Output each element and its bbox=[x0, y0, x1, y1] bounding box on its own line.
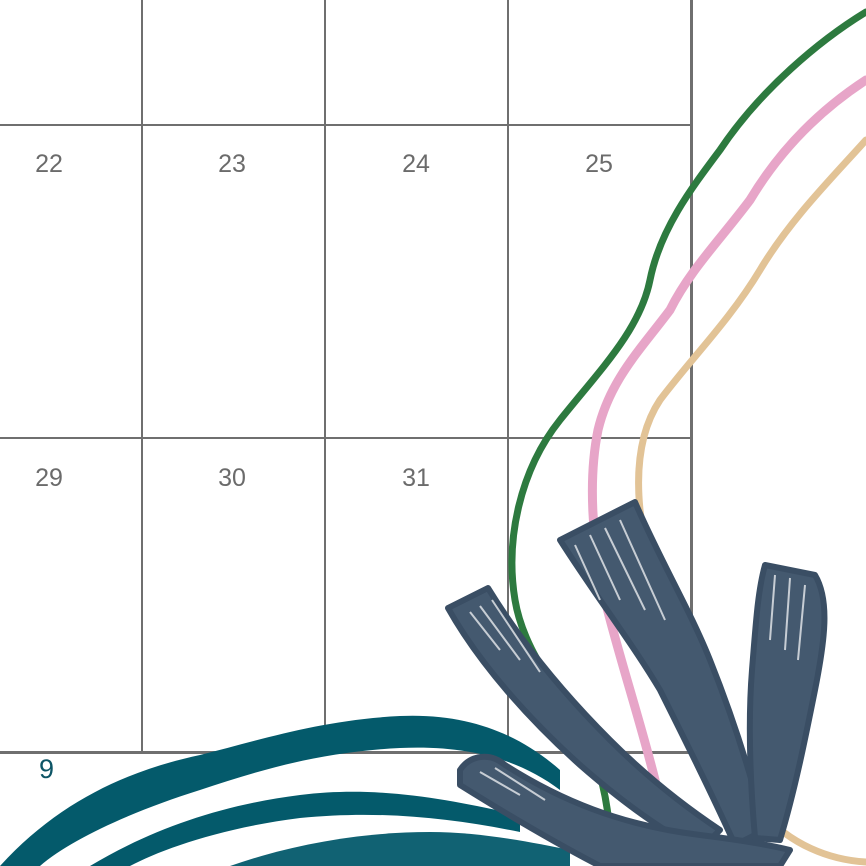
day-cell-number: 29 bbox=[35, 464, 63, 492]
day-cell-number: 25 bbox=[585, 150, 613, 178]
pink-stem-icon bbox=[587, 75, 866, 866]
petal-hatching-icon bbox=[469, 519, 806, 801]
day-cell-number: 23 bbox=[218, 150, 246, 178]
grid-line bbox=[0, 437, 692, 439]
grid-line bbox=[324, 0, 326, 752]
page-number: 9 bbox=[39, 754, 55, 784]
grid-line bbox=[141, 0, 143, 752]
teal-leaves-icon bbox=[0, 715, 570, 866]
day-cell-number: 30 bbox=[218, 464, 246, 492]
day-cell-number: 24 bbox=[402, 150, 430, 178]
grid-line bbox=[0, 124, 692, 126]
day-cell-number: 31 bbox=[402, 464, 430, 492]
day-cell-number: 22 bbox=[35, 150, 63, 178]
grid-line bbox=[507, 0, 509, 752]
grid-line bbox=[690, 0, 693, 752]
